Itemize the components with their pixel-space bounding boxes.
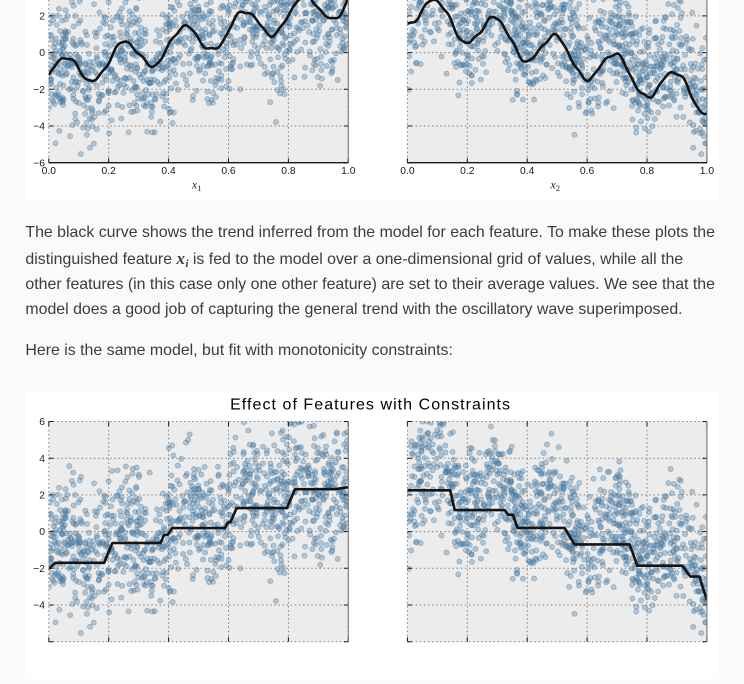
svg-text:−4: −4 bbox=[34, 122, 46, 133]
svg-text:2: 2 bbox=[40, 12, 46, 23]
svg-text:0: 0 bbox=[40, 48, 46, 59]
svg-text:−2: −2 bbox=[34, 564, 46, 575]
svg-text:0.6: 0.6 bbox=[580, 166, 595, 177]
svg-text:−2: −2 bbox=[34, 85, 46, 96]
svg-text:0.2: 0.2 bbox=[102, 166, 117, 177]
svg-text:0.4: 0.4 bbox=[162, 166, 177, 177]
svg-text:0.6: 0.6 bbox=[222, 166, 237, 177]
svg-text:1.0: 1.0 bbox=[700, 166, 715, 177]
svg-text:0.8: 0.8 bbox=[282, 166, 297, 177]
svg-text:0.0: 0.0 bbox=[401, 166, 416, 177]
svg-text:−4: −4 bbox=[34, 601, 46, 612]
svg-text:1: 1 bbox=[198, 184, 202, 193]
svg-text:6: 6 bbox=[40, 417, 46, 428]
svg-text:0.8: 0.8 bbox=[640, 166, 655, 177]
svg-text:0.0: 0.0 bbox=[42, 166, 57, 177]
svg-text:1.0: 1.0 bbox=[342, 166, 357, 177]
svg-text:0.4: 0.4 bbox=[520, 166, 535, 177]
svg-text:0.2: 0.2 bbox=[461, 166, 476, 177]
svg-text:0: 0 bbox=[40, 527, 46, 538]
svg-text:Effect of Features with Constr: Effect of Features with Constraints bbox=[230, 397, 511, 414]
svg-text:2: 2 bbox=[556, 184, 560, 193]
svg-text:2: 2 bbox=[40, 491, 46, 502]
svg-text:4: 4 bbox=[40, 454, 46, 465]
